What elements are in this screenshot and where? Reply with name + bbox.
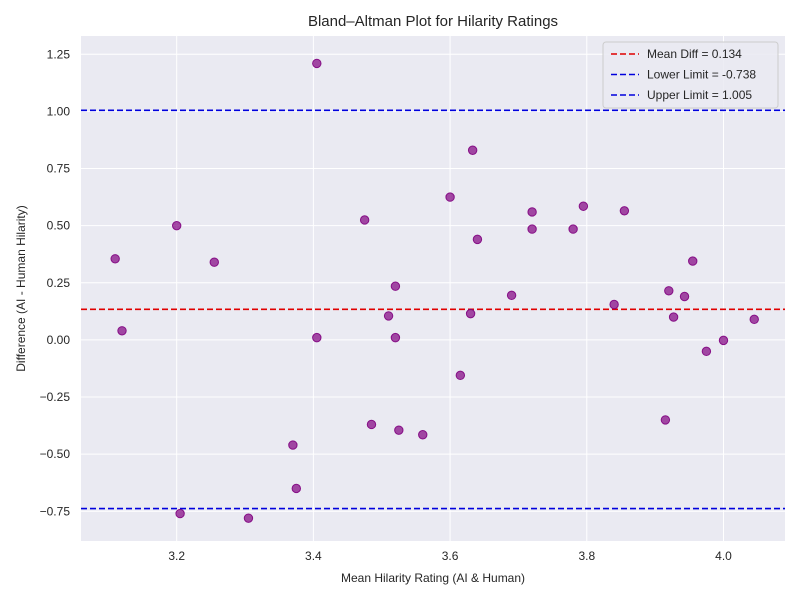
legend-box <box>602 41 779 109</box>
y-tick-labels: −0.75 −0.50 −0.25 0.00 0.25 0.50 0.75 1.00 1.25 <box>40 47 71 518</box>
y-tick-label: 0.25 <box>47 276 71 290</box>
y-tick-label: 0.00 <box>47 333 71 347</box>
data-point <box>568 224 578 234</box>
data-point <box>506 290 517 301</box>
data-point <box>445 192 455 202</box>
data-point <box>701 346 712 357</box>
x-tick-labels: 3.2 3.4 3.6 3.8 4.0 <box>168 549 732 563</box>
data-point <box>383 311 394 321</box>
data-point <box>288 440 298 450</box>
reference-lines <box>81 109 785 510</box>
x-tick-label: 4.0 <box>715 549 732 563</box>
data-point <box>664 286 674 296</box>
data-point <box>418 430 428 440</box>
data-point <box>171 220 182 231</box>
legend-label: Mean Diff = 0.134 <box>647 47 742 61</box>
y-tick-label: 0.50 <box>47 219 71 233</box>
data-point <box>472 234 483 245</box>
data-point <box>578 201 589 211</box>
data-point <box>110 254 120 264</box>
data-point <box>679 291 690 302</box>
data-point <box>291 483 302 494</box>
data-point <box>609 299 619 310</box>
data-point <box>175 508 185 519</box>
x-tick-label: 3.2 <box>168 549 185 563</box>
x-axis-title: Mean Hilarity Rating (AI & Human) <box>341 571 525 585</box>
data-point <box>359 215 370 225</box>
data-point <box>394 425 404 435</box>
legend-items: Mean Diff = 0.134 Lower Limit = -0.738 Upp… <box>611 47 756 102</box>
legend: Mean Diff = 0.134 Lower Limit = -0.738 Upp… <box>602 41 779 109</box>
grid-lines <box>81 36 785 541</box>
data-point <box>455 370 466 381</box>
y-tick-label: −0.50 <box>40 447 71 461</box>
data-point <box>209 257 219 267</box>
y-tick-label: 0.75 <box>47 162 71 176</box>
y-axis-title: Difference (AI - Human Hilarity) <box>14 205 28 372</box>
data-point <box>467 145 478 155</box>
y-tick-label: −0.75 <box>40 504 71 518</box>
data-point <box>465 308 476 319</box>
data-point <box>668 312 679 322</box>
data-point <box>619 206 630 216</box>
y-tick-label: 1.25 <box>47 47 71 61</box>
y-tick-label: 1.00 <box>47 104 71 118</box>
legend-label: Upper Limit = 1.005 <box>647 88 752 102</box>
x-tick-label: 3.4 <box>305 549 322 563</box>
data-point <box>312 332 322 343</box>
data-point <box>390 281 401 291</box>
data-point <box>312 58 322 69</box>
x-tick-label: 3.6 <box>442 549 459 563</box>
data-point <box>660 415 671 425</box>
legend-label: Lower Limit = -0.738 <box>647 68 756 82</box>
data-point <box>243 513 254 523</box>
chart-title: Bland–Altman Plot for Hilarity Ratings <box>308 13 558 30</box>
data-point <box>527 224 537 234</box>
data-points <box>110 58 759 523</box>
data-point <box>749 314 759 325</box>
y-tick-label: −0.25 <box>40 390 71 404</box>
data-point <box>117 326 127 336</box>
data-point <box>366 419 377 430</box>
data-point <box>527 207 537 217</box>
data-point <box>718 335 729 346</box>
data-point <box>390 332 401 343</box>
x-tick-label: 3.8 <box>578 549 595 563</box>
data-point <box>688 256 698 266</box>
